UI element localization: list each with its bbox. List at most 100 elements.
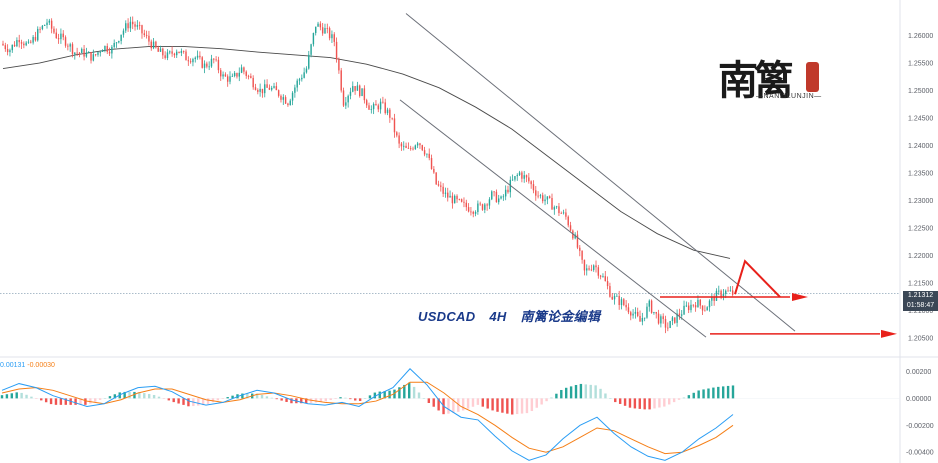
macd-histogram-bar (476, 398, 480, 405)
candle-body (725, 290, 727, 294)
candle-body (715, 290, 718, 301)
candle-body (236, 72, 238, 77)
macd-histogram-bar (15, 392, 18, 399)
candle-body (111, 46, 113, 54)
macd-histogram-bar (211, 398, 215, 403)
candle-body (697, 299, 699, 308)
macd-histogram-bar (564, 387, 568, 399)
candle-body (39, 28, 41, 30)
candle-body (231, 75, 234, 77)
macd-histogram-bar (648, 398, 651, 410)
candle-body (312, 32, 315, 45)
candle-body (535, 190, 537, 196)
macd-histogram-bar (290, 398, 293, 404)
seal-icon (806, 62, 819, 92)
candle-body (687, 305, 690, 311)
candle-body (164, 55, 166, 58)
candle-body (173, 53, 176, 56)
macd-histogram-bar (609, 398, 612, 399)
candle-body (433, 168, 435, 173)
candle-body (704, 310, 706, 312)
candle-body (203, 63, 206, 68)
candle-body (477, 203, 479, 212)
candle-body (414, 145, 417, 150)
candle-body (592, 265, 595, 270)
candle-body (43, 25, 46, 26)
price-tick-label: 1.26000 (908, 33, 933, 40)
candle-body (134, 24, 136, 27)
candle-body (11, 44, 13, 51)
candle-body (372, 103, 375, 110)
macd-histogram-bar (25, 394, 28, 399)
macd-histogram-bar (59, 398, 63, 405)
candle-body (488, 199, 491, 206)
macd-histogram-bar (354, 398, 357, 401)
macd-value: 0.00131 (0, 362, 26, 369)
macd-histogram-bar (653, 398, 656, 409)
macd-histogram-bar (113, 394, 117, 399)
candle-body (528, 177, 530, 182)
candle-body (324, 28, 326, 34)
candle-body (83, 48, 85, 57)
candle-body (428, 153, 430, 159)
candle-body (69, 44, 71, 47)
macd-histogram-bar (0, 395, 4, 399)
macd-histogram-bar (383, 391, 386, 399)
macd-histogram-bar (373, 392, 377, 399)
macd-histogram-bar (623, 398, 627, 406)
macd-histogram-bar (515, 398, 519, 415)
candle-body (493, 191, 495, 193)
candle-body (400, 143, 403, 147)
macd-histogram-bar (501, 398, 504, 413)
macd-histogram-bar (216, 398, 220, 401)
candle-body (85, 52, 88, 57)
macd-histogram-bar (447, 398, 450, 414)
candle-body (518, 172, 521, 176)
candle-body (238, 72, 240, 77)
publisher-label: 南篱论金编辑 (520, 309, 601, 324)
macd-histogram-bar (79, 398, 82, 405)
macd-histogram-bar (461, 398, 465, 411)
candle-body (720, 290, 722, 297)
candle-body (636, 311, 639, 316)
price-tick-label: 1.21000 (908, 308, 933, 315)
candle-body (690, 304, 692, 311)
candle-body (27, 41, 30, 43)
candle-body (32, 36, 34, 43)
candle-body (266, 84, 268, 88)
price-tick-label: 1.24500 (908, 116, 933, 123)
macd-histogram-bar (726, 385, 730, 399)
candle-body (113, 43, 115, 47)
candle-body (243, 67, 245, 72)
candle-body (229, 76, 231, 82)
candle-body (426, 153, 428, 155)
macd-histogram-bar (304, 398, 308, 404)
candle-body (463, 201, 465, 203)
candle-body (667, 327, 669, 329)
candle-body (99, 51, 102, 53)
macd-histogram-bar (35, 398, 38, 399)
candle-body (474, 211, 477, 214)
candle-body (92, 54, 95, 61)
candle-body (356, 85, 359, 91)
candle-body (558, 206, 560, 214)
candle-body (639, 315, 641, 322)
brand-logo: 南篱 —NANLILUNJIN— (714, 48, 824, 110)
candle-body (16, 40, 18, 47)
macd-histogram-bar (44, 398, 48, 403)
macd-tick-label: 0.00000 (906, 396, 931, 403)
candle-body (57, 38, 60, 40)
macd-histogram-bar (20, 392, 23, 399)
candle-body (136, 25, 139, 27)
candle-body (224, 74, 227, 77)
price-tick-label: 1.23500 (908, 171, 933, 178)
candle-body (62, 33, 64, 38)
macd-histogram-bar (530, 398, 534, 412)
candle-body (182, 51, 185, 52)
candle-body (507, 189, 509, 193)
macd-histogram-bar (668, 398, 671, 405)
macd-histogram-bar (560, 389, 563, 399)
macd-histogram-bar (162, 398, 166, 399)
candle-body (76, 52, 78, 54)
